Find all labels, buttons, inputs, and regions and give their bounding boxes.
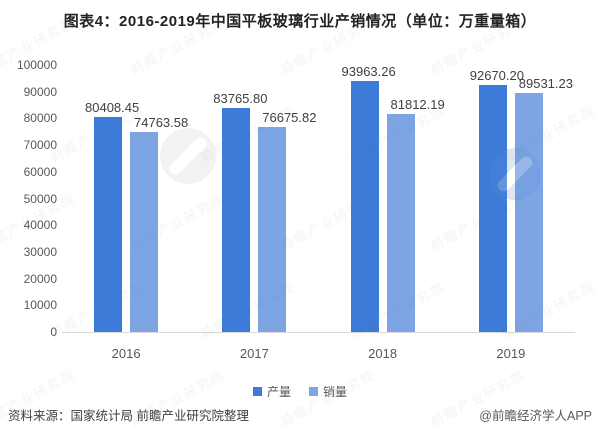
y-tick-label: 10000 [23,298,57,313]
value-label-production-2019: 92670.20 [469,67,524,83]
bar-sales-2019 [514,92,543,332]
value-label-sales-2017: 76675.82 [262,110,317,126]
value-label-sales-2016: 74763.58 [134,115,189,131]
y-tick-label: 100000 [16,58,57,72]
footer: 资料来源：国家统计局 前瞻产业研究院整理 @前瞻经济学人APP [8,405,592,424]
legend: 产量 销量 [0,383,600,400]
value-label-production-2018: 93963.26 [341,64,396,80]
y-tick-label: 70000 [23,138,57,153]
chart-title: 图表4：2016-2019年中国平板玻璃行业产销情况（单位：万重量箱） [63,13,537,30]
bar-production-2016 [94,117,123,332]
y-tick-label: 60000 [23,164,57,179]
value-label-sales-2018: 81812.19 [390,96,445,112]
legend-item-sales: 销量 [309,383,347,400]
value-label-production-2017: 83765.80 [213,91,268,107]
y-tick-label: 90000 [23,84,57,99]
x-category-label: 2019 [496,346,526,361]
credit-note: @前瞻经济学人APP [479,409,592,423]
y-tick-label: 20000 [23,271,57,286]
y-tick-label: 50000 [23,191,57,206]
legend-label-production: 产量 [266,385,291,399]
legend-label-sales: 销量 [323,385,348,399]
legend-item-production: 产量 [252,383,291,400]
legend-swatch-sales [309,387,318,396]
bar-production-2019 [478,84,507,332]
y-tick-label: 40000 [23,218,57,233]
y-tick-label: 0 [50,325,57,339]
source-note: 资料来源：国家统计局 前瞻产业研究院整理 [8,409,249,423]
x-category-label: 2017 [239,346,269,361]
bar-sales-2018 [386,113,415,332]
x-category-label: 2018 [368,346,398,361]
bar-sales-2016 [130,132,159,332]
value-label-sales-2019: 89531.23 [518,75,573,91]
y-tick-label: 30000 [23,244,57,259]
bar-production-2017 [222,108,251,332]
bar-production-2018 [350,81,379,332]
x-category-label: 2016 [111,346,141,361]
x-axis-line [62,332,575,333]
legend-swatch-production [252,387,262,396]
bar-sales-2017 [258,127,287,332]
value-label-production-2016: 80408.45 [85,100,140,116]
y-tick-label: 80000 [23,111,57,126]
